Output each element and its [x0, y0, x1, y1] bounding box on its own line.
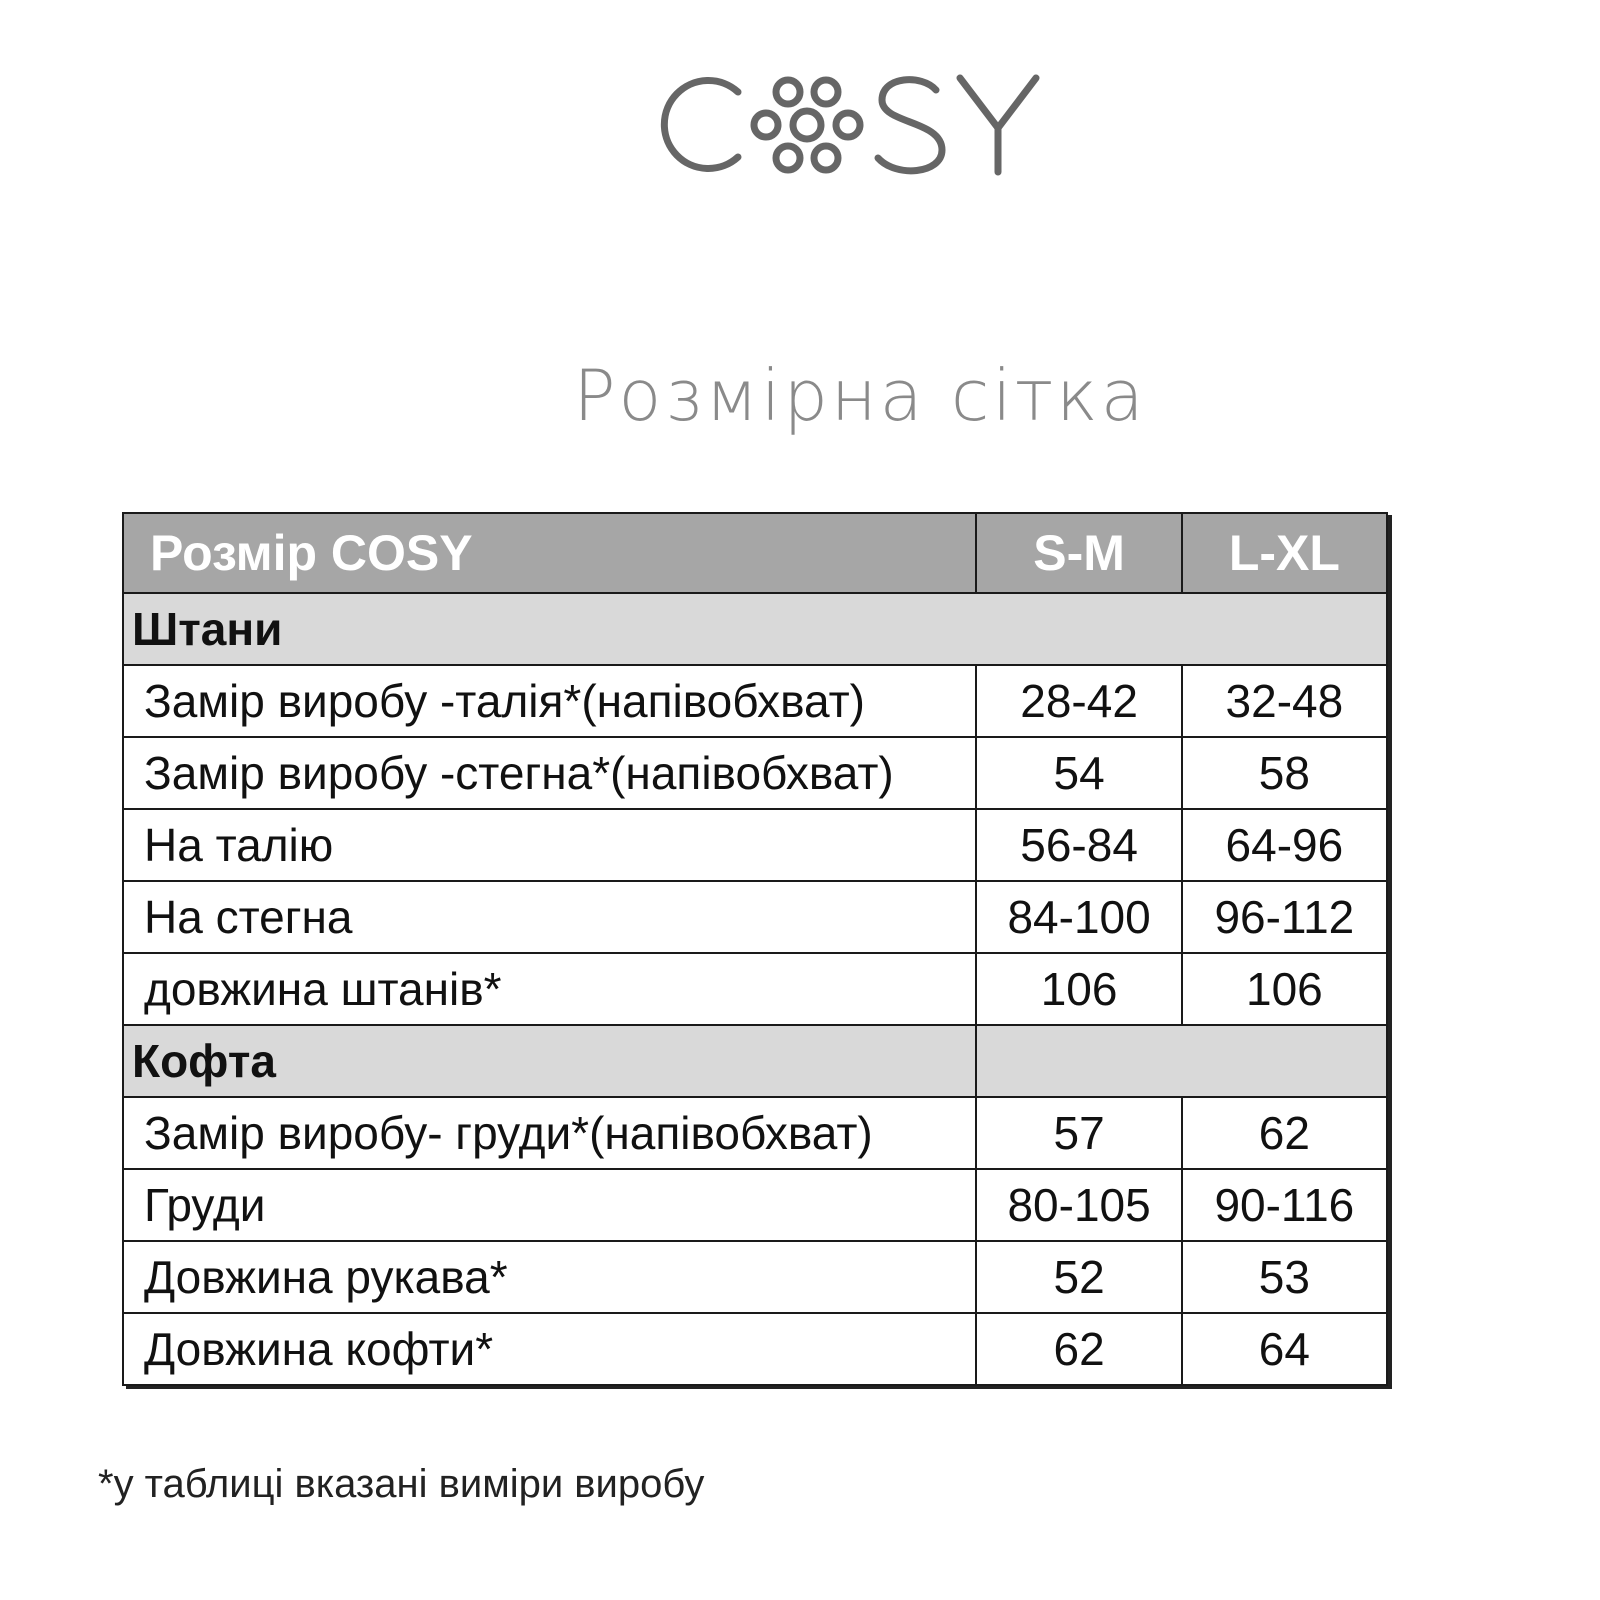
- value-s-m: 52: [975, 1240, 1183, 1314]
- value-s-m: 28-42: [975, 664, 1183, 738]
- value-s-m: 54: [975, 736, 1183, 810]
- table-row: Замір виробу -талія*(напівобхват) 28-42 32…: [121, 664, 1389, 738]
- header-s-m: S-M: [975, 512, 1183, 594]
- section-empty: [976, 592, 1388, 666]
- row-label: На талію: [121, 808, 978, 882]
- table-header-row: Розмір COSY S-M L-XL: [121, 512, 1389, 594]
- value-l-xl: 64: [1180, 1312, 1389, 1386]
- page-title: Розмірна сітка: [573, 355, 1147, 437]
- value-s-m: 84-100: [975, 880, 1183, 954]
- table-row: На стегна 84-100 96-112: [121, 880, 1389, 954]
- footnote: *у таблиці вказані виміри виробу: [98, 1462, 705, 1506]
- row-label: На стегна: [121, 880, 978, 954]
- section-title: Кофта: [121, 1024, 978, 1098]
- section-row: Кофта: [121, 1024, 1388, 1098]
- section-row: Штани: [121, 592, 1388, 666]
- value-s-m: 56-84: [975, 808, 1183, 882]
- table-row: Довжина рукава* 52 53: [121, 1240, 1389, 1314]
- value-s-m: 57: [975, 1096, 1183, 1170]
- row-label: Груди: [121, 1168, 978, 1242]
- row-label: Замір виробу- груди*(напівобхват): [121, 1096, 978, 1170]
- table-row: Довжина кофти* 62 64: [121, 1312, 1389, 1386]
- table-row: Замір виробу -стегна*(напівобхват) 54 58: [121, 736, 1389, 810]
- size-table: Розмір COSY S-M L-XL Штани Замір виробу -тал…: [121, 512, 1389, 1386]
- header-size: Розмір COSY: [121, 512, 978, 594]
- table-row: довжина штанів* 106 106: [121, 952, 1389, 1026]
- table-row: Замір виробу- груди*(напівобхват) 57 62: [121, 1096, 1389, 1170]
- value-l-xl: 90-116: [1180, 1168, 1389, 1242]
- table-row: Груди 80-105 90-116: [121, 1168, 1389, 1242]
- row-label: Замір виробу -стегна*(напівобхват): [121, 736, 978, 810]
- section-empty: [975, 1024, 1388, 1098]
- value-l-xl: 58: [1180, 736, 1389, 810]
- value-l-xl: 62: [1180, 1096, 1389, 1170]
- value-l-xl: 64-96: [1180, 808, 1389, 882]
- logo-flower-icon: [750, 76, 864, 174]
- value-s-m: 62: [975, 1312, 1183, 1386]
- row-label: Довжина рукава*: [121, 1240, 978, 1314]
- header-l-xl: L-XL: [1180, 512, 1389, 594]
- table-row: На талію 56-84 64-96: [121, 808, 1389, 882]
- logo-letter-s: [874, 76, 946, 175]
- cosy-logo: [660, 74, 1040, 176]
- logo-letter-y: [956, 74, 1040, 176]
- row-label: довжина штанів*: [121, 952, 978, 1026]
- value-l-xl: 53: [1180, 1240, 1389, 1314]
- logo-letter-c: [660, 77, 742, 172]
- value-s-m: 106: [975, 952, 1183, 1026]
- value-l-xl: 32-48: [1180, 664, 1389, 738]
- value-l-xl: 106: [1180, 952, 1389, 1026]
- value-s-m: 80-105: [975, 1168, 1183, 1242]
- section-title: Штани: [121, 592, 977, 666]
- row-label: Замір виробу -талія*(напівобхват): [121, 664, 978, 738]
- row-label: Довжина кофти*: [121, 1312, 978, 1386]
- value-l-xl: 96-112: [1180, 880, 1389, 954]
